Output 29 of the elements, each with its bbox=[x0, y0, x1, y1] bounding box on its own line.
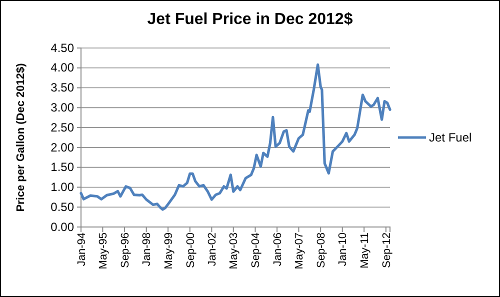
x-tick-label: May-03 bbox=[228, 232, 240, 270]
y-tick-label: 2.50 bbox=[50, 120, 74, 134]
x-tick-label: Sep-08 bbox=[315, 232, 328, 268]
y-tick-label: 3.50 bbox=[50, 80, 74, 95]
x-tick-label: May-99 bbox=[162, 232, 175, 270]
x-tick-label: Jan-98 bbox=[141, 232, 154, 266]
chart-title: Jet Fuel Price in Dec 2012$ bbox=[147, 11, 353, 28]
y-tick-label: 1.50 bbox=[50, 160, 74, 174]
x-tick-label: Sep-12 bbox=[380, 232, 393, 268]
x-tick-label: Jan-10 bbox=[337, 232, 350, 266]
legend-label: Jet Fuel bbox=[429, 130, 472, 144]
x-tick-label: May-11 bbox=[358, 232, 371, 268]
x-tick-label: Sep-04 bbox=[250, 232, 262, 268]
x-tick-label: Jan-94 bbox=[76, 232, 88, 266]
x-tick-label: May-95 bbox=[98, 232, 110, 270]
x-tick-label: Jan-06 bbox=[272, 232, 284, 266]
x-tick-label: May-07 bbox=[294, 232, 306, 270]
x-tick-label: Sep-96 bbox=[119, 232, 132, 268]
y-tick-label: 3.00 bbox=[50, 100, 74, 115]
x-tick-label: Sep-00 bbox=[184, 232, 197, 268]
y-tick-label: 4.00 bbox=[50, 60, 74, 75]
y-tick-label: 0.50 bbox=[50, 200, 74, 214]
y-tick-label: 4.50 bbox=[50, 40, 74, 55]
y-tick-label: 0.00 bbox=[50, 220, 74, 234]
x-tick-label: Jan-02 bbox=[206, 232, 219, 266]
y-tick-label: 1.00 bbox=[50, 180, 74, 194]
line-series bbox=[80, 63, 392, 211]
y-tick-label: 2.00 bbox=[50, 140, 74, 154]
y-axis-title: Price per Gallon (Dec 2012$) bbox=[15, 62, 27, 212]
